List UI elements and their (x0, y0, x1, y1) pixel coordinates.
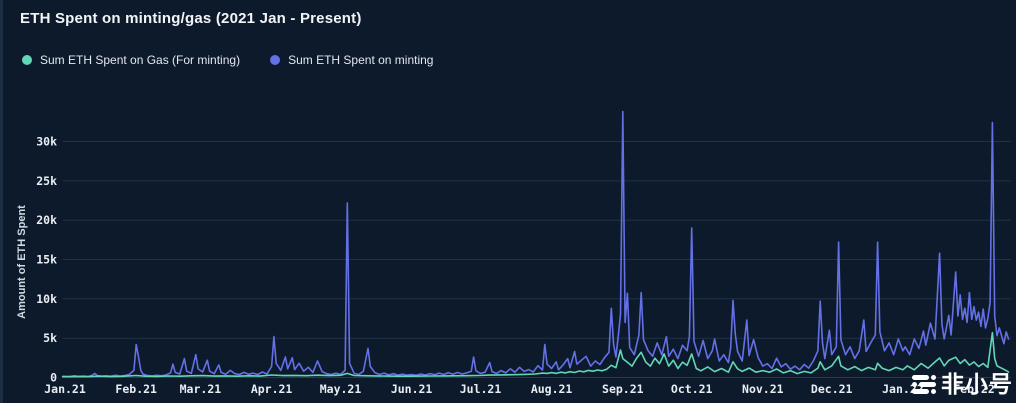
legend-label-minting: Sum ETH Spent on minting (288, 53, 434, 67)
svg-text:Feb.22: Feb.22 (953, 382, 995, 396)
chart-title: ETH Spent on minting/gas (2021 Jan - Pre… (20, 10, 362, 27)
svg-text:Sep.21: Sep.21 (602, 382, 644, 396)
svg-text:Dec.21: Dec.21 (811, 382, 853, 396)
svg-text:Jan.21: Jan.21 (44, 382, 86, 396)
svg-text:15k: 15k (36, 253, 57, 267)
svg-text:May.21: May.21 (320, 382, 362, 396)
svg-text:Amount of ETH Spent: Amount of ETH Spent (16, 205, 28, 319)
legend-item-minting[interactable]: Sum ETH Spent on minting (270, 53, 433, 67)
svg-text:Aug.21: Aug.21 (531, 382, 573, 396)
svg-text:Jul.21: Jul.21 (460, 382, 502, 396)
svg-text:25k: 25k (36, 174, 57, 188)
svg-text:Apr.21: Apr.21 (251, 382, 293, 396)
legend-item-gas[interactable]: Sum ETH Spent on Gas (For minting) (22, 53, 240, 67)
feixiaohao-logo-icon (912, 375, 936, 394)
watermark-text: 非小号 (941, 371, 1013, 397)
svg-text:0: 0 (50, 371, 57, 385)
gas-series-dot-icon (22, 55, 32, 65)
watermark: 非小号 (912, 373, 1013, 396)
page-left-edge (0, 0, 3, 403)
svg-text:30k: 30k (36, 135, 57, 149)
legend-label-gas: Sum ETH Spent on Gas (For minting) (40, 53, 241, 67)
svg-text:Mar.21: Mar.21 (180, 382, 222, 396)
svg-text:Oct.21: Oct.21 (671, 382, 713, 396)
svg-text:10k: 10k (36, 292, 57, 306)
svg-text:Jun.21: Jun.21 (391, 382, 433, 396)
svg-text:20k: 20k (36, 213, 57, 227)
svg-text:Nov.21: Nov.21 (742, 382, 784, 396)
svg-text:Feb.21: Feb.21 (115, 382, 157, 396)
svg-text:5k: 5k (43, 331, 57, 345)
minting-series-dot-icon (270, 55, 281, 65)
chart-legend: Sum ETH Spent on Gas (For minting) Sum E… (22, 53, 433, 67)
